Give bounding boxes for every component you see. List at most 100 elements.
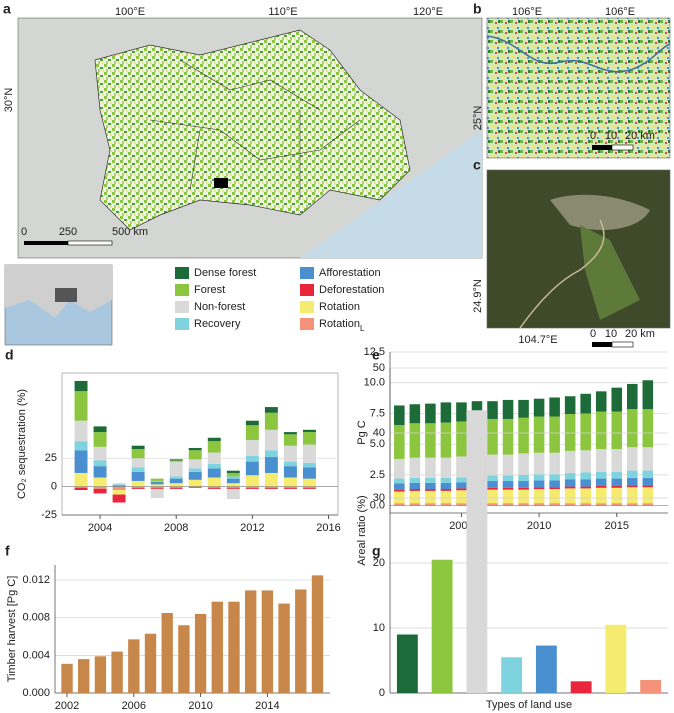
- bar-segment: [188, 447, 202, 451]
- bar-segment: [487, 418, 498, 455]
- bar-segment: [533, 474, 545, 481]
- bar-segment: [74, 391, 88, 421]
- bar-segment: [440, 482, 452, 490]
- panel-label: d: [5, 347, 14, 363]
- sea: [300, 130, 482, 258]
- bar-segment: [409, 457, 421, 478]
- bar-segment: [409, 489, 421, 491]
- bar-segment: [425, 403, 436, 424]
- bar: [501, 657, 523, 693]
- bar-segment: [150, 486, 164, 488]
- bar-segment: [302, 444, 316, 463]
- legend-label: Afforestation: [319, 267, 381, 279]
- bar-segment: [642, 447, 654, 471]
- bar-segment: [93, 466, 107, 478]
- bar: [245, 590, 257, 693]
- bar-segment: [93, 426, 107, 433]
- bar-segment: [409, 477, 421, 483]
- bar-segment: [487, 454, 498, 476]
- scale-label: 500 km: [112, 226, 148, 238]
- x-tick-label: 2014: [255, 700, 279, 712]
- bar-segment: [642, 380, 654, 410]
- scale-label: 250: [59, 226, 77, 238]
- bar-segment: [580, 393, 591, 414]
- bar-segment: [207, 452, 221, 464]
- bar: [161, 613, 173, 693]
- x-tick-label: 2004: [88, 522, 112, 534]
- bar-segment: [226, 487, 240, 489]
- legend-label: Forest: [194, 284, 225, 296]
- bar-segment: [549, 503, 560, 506]
- bar: [111, 651, 123, 693]
- bar-segment: [595, 411, 607, 450]
- scale-bar: [592, 342, 612, 347]
- bar-segment: [302, 429, 316, 433]
- bar-segment: [150, 487, 164, 489]
- bar: [144, 633, 157, 693]
- legend-label: Rotation: [319, 301, 360, 313]
- bar-segment: [425, 423, 436, 458]
- bar-segment: [549, 452, 560, 475]
- bar-segment: [394, 491, 405, 504]
- bar-segment: [302, 432, 316, 445]
- legend-subscript: L: [360, 324, 365, 333]
- y-tick-label: 50: [373, 362, 385, 374]
- bar-segment: [264, 472, 278, 487]
- bar-segment: [93, 488, 107, 494]
- x-tick-label: 2016: [316, 522, 340, 534]
- bar-segment: [595, 391, 607, 412]
- bar: [61, 663, 73, 693]
- bar-segment: [580, 472, 591, 480]
- legend-swatch: [300, 267, 314, 279]
- x-tick-label: 2010: [527, 520, 551, 532]
- lon-tick: 106°E: [605, 6, 635, 18]
- bar-segment: [595, 471, 607, 479]
- bar-segment: [533, 416, 545, 453]
- bar-segment: [611, 487, 623, 504]
- bar-segment: [595, 478, 607, 486]
- legend-swatch: [175, 318, 189, 330]
- bar-segment: [487, 487, 498, 490]
- bar-segment: [264, 487, 278, 489]
- bar-segment: [245, 420, 259, 426]
- scale-label: 0: [590, 328, 596, 340]
- bar-segment: [518, 417, 529, 454]
- bar-segment: [169, 486, 183, 488]
- bar-segment: [626, 487, 638, 504]
- bar-segment: [74, 450, 88, 473]
- bar-segment: [409, 482, 421, 490]
- bar-segment: [440, 503, 452, 506]
- bar-segment: [207, 463, 221, 469]
- bar-segment: [245, 455, 259, 462]
- panel-label: e: [372, 347, 380, 363]
- bar-segment: [456, 421, 467, 457]
- bar: [605, 624, 627, 693]
- lon-tick: 120°E: [413, 6, 443, 18]
- legend-swatch: [300, 318, 314, 330]
- bar-segment: [283, 466, 297, 478]
- y-tick-label: 0.004: [22, 649, 50, 661]
- bar-segment: [440, 477, 452, 483]
- bar-segment: [533, 480, 545, 488]
- bar-segment: [549, 480, 560, 488]
- scale-bar: [592, 145, 612, 150]
- bar-segment: [150, 482, 164, 485]
- bar-segment: [502, 418, 514, 455]
- bar-segment: [518, 474, 529, 482]
- bar-segment: [188, 468, 202, 472]
- bar-segment: [533, 452, 545, 475]
- bar-segment: [595, 449, 607, 472]
- bar-segment: [564, 450, 576, 474]
- y-tick-label: 0: [379, 687, 385, 699]
- y-tick-label: -25: [41, 509, 57, 521]
- bar-segment: [302, 478, 316, 487]
- bar-segment: [626, 383, 638, 410]
- bar-segment: [169, 461, 183, 477]
- bar-segment: [150, 480, 164, 483]
- bar-segment: [440, 457, 452, 478]
- bar-segment: [93, 446, 107, 461]
- bar-segment: [74, 487, 88, 491]
- bar-segment: [264, 450, 278, 458]
- bar-segment: [150, 488, 164, 498]
